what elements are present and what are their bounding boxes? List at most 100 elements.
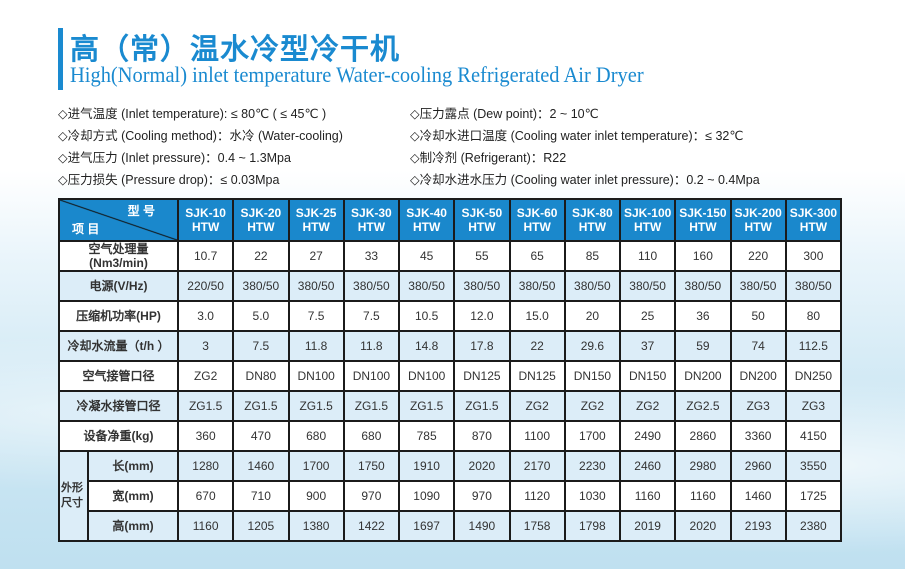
table-cell: DN150 xyxy=(618,360,677,392)
model-header: SJK-20 HTW xyxy=(232,198,290,242)
table-cell: 2020 xyxy=(453,450,511,482)
table-cell: 110 xyxy=(618,240,677,272)
table-cell: DN150 xyxy=(563,360,622,392)
table-row: 高(mm) 1160 1205 1380 1422 1697 1490 1758 1798 201… xyxy=(59,510,843,542)
table-cell: ZG1.5 xyxy=(287,390,345,422)
table-cell: 37 xyxy=(618,330,677,362)
model-header: SJK-10 HTW xyxy=(176,198,235,242)
model-name: SJK-25 xyxy=(295,206,337,220)
table-cell: 7.5 xyxy=(287,300,345,332)
table-cell: 1100 xyxy=(508,420,566,452)
table-cell: 680 xyxy=(342,420,401,452)
table-cell: DN125 xyxy=(508,360,566,392)
spec-table: 型 号 项 目 SJK-10 HTW SJK-20 HTW SJK-25 HTW SJK-3… xyxy=(58,198,843,542)
table-cell: 2860 xyxy=(674,420,732,452)
table-cell: 1798 xyxy=(563,510,622,542)
spec-cooling-method: ◇冷却方式 (Cooling method)：水冷 (Water-cooling… xyxy=(58,129,343,143)
corner-model-label: 型 号 xyxy=(127,204,155,218)
table-cell: 710 xyxy=(232,480,290,512)
model-header: SJK-25 HTW xyxy=(287,198,345,242)
table-cell: 1280 xyxy=(176,450,235,482)
table-cell: ZG2 xyxy=(618,390,677,422)
model-name: SJK-80 xyxy=(572,206,613,220)
table-cell: 970 xyxy=(342,480,401,512)
model-header: SJK-40 HTW xyxy=(397,198,456,242)
model-suffix: HTW xyxy=(633,220,662,234)
model-name: SJK-50 xyxy=(461,206,503,220)
table-cell: 1380 xyxy=(287,510,345,542)
table-cell: 380/50 xyxy=(618,270,677,302)
table-cell: 220/50 xyxy=(176,270,235,302)
table-cell: 20 xyxy=(563,300,622,332)
row-label: 空气接管口径 xyxy=(58,360,179,392)
table-cell: 74 xyxy=(729,330,787,362)
table-cell: 36 xyxy=(674,300,732,332)
table-row: 设备净重(kg) 360 470 680 680 785 870 1100 1700 2490 28… xyxy=(58,420,843,452)
table-cell: 2460 xyxy=(618,450,677,482)
table-cell: ZG1.5 xyxy=(453,390,511,422)
table-cell: 25 xyxy=(618,300,677,332)
table-cell: 2490 xyxy=(618,420,677,452)
table-cell: 29.6 xyxy=(563,330,622,362)
table-cell: ZG1.5 xyxy=(342,390,401,422)
page-title: 高（常）温水冷型冷干机 xyxy=(70,32,401,66)
table-cell: 2980 xyxy=(674,450,732,482)
spec-inlet-pressure: ◇进气压力 (Inlet pressure)：0.4 ~ 1.3Mpa xyxy=(58,151,291,165)
table-cell: 380/50 xyxy=(508,270,566,302)
table-cell: DN250 xyxy=(784,360,843,392)
model-suffix: HTW xyxy=(523,220,551,234)
page-subtitle: High(Normal) inlet temperature Water-coo… xyxy=(70,62,644,87)
table-cell: ZG1.5 xyxy=(176,390,235,422)
table-cell: ZG1.5 xyxy=(397,390,456,422)
table-cell: 380/50 xyxy=(342,270,401,302)
model-name: SJK-200 xyxy=(734,206,782,220)
spec-pressure-drop: ◇压力损失 (Pressure drop)：≤ 0.03Mpa xyxy=(58,173,280,187)
row-label: 冷却水流量（t/h ） xyxy=(58,330,179,362)
table-corner-header: 型 号 项 目 xyxy=(58,198,179,242)
table-cell: 1422 xyxy=(342,510,401,542)
model-suffix: HTW xyxy=(302,220,330,234)
table-cell: 380/50 xyxy=(397,270,456,302)
table-cell: 59 xyxy=(674,330,732,362)
model-name: SJK-150 xyxy=(679,206,727,220)
spec-inlet-temperature: ◇进气温度 (Inlet temperature): ≤ 80℃ ( ≤ 45℃… xyxy=(58,107,327,121)
row-label: 电源(V/Hz) xyxy=(58,270,179,302)
table-cell: 11.8 xyxy=(287,330,345,362)
model-name: SJK-10 xyxy=(185,206,226,220)
table-cell: 470 xyxy=(232,420,290,452)
row-label: 高(mm) xyxy=(87,510,179,542)
table-cell: 22 xyxy=(508,330,566,362)
table-cell: 1700 xyxy=(563,420,622,452)
table-cell: 10.5 xyxy=(397,300,456,332)
model-header: SJK-30 HTW xyxy=(342,198,401,242)
row-label: 宽(mm) xyxy=(87,480,179,512)
model-suffix: HTW xyxy=(799,220,828,234)
table-cell: 785 xyxy=(397,420,456,452)
model-suffix: HTW xyxy=(412,220,441,234)
model-header: SJK-100 HTW xyxy=(618,198,677,242)
table-cell: 380/50 xyxy=(784,270,843,302)
table-cell: 1460 xyxy=(729,480,787,512)
table-cell: DN100 xyxy=(287,360,345,392)
table-cell: 1725 xyxy=(784,480,843,512)
table-cell: DN100 xyxy=(397,360,456,392)
row-label: 冷凝水接管口径 xyxy=(58,390,179,422)
table-cell: 22 xyxy=(232,240,290,272)
table-cell: ZG3 xyxy=(729,390,787,422)
row-label: 空气处理量 (Nm3/min) xyxy=(58,240,179,272)
table-cell: 12.0 xyxy=(453,300,511,332)
table-cell: 1120 xyxy=(508,480,566,512)
table-cell: 1750 xyxy=(342,450,401,482)
model-suffix: HTW xyxy=(744,220,772,234)
model-name: SJK-100 xyxy=(623,206,672,220)
table-cell: 10.7 xyxy=(176,240,235,272)
corner-item-label: 项 目 xyxy=(72,222,100,236)
spec-refrigerant: ◇制冷剂 (Refrigerant)：R22 xyxy=(410,151,567,165)
table-cell: 5.0 xyxy=(232,300,290,332)
model-suffix: HTW xyxy=(578,220,607,234)
table-cell: 380/50 xyxy=(674,270,732,302)
table-cell: DN200 xyxy=(729,360,787,392)
table-cell: 4150 xyxy=(784,420,843,452)
table-cell: 900 xyxy=(287,480,345,512)
table-cell: ZG1.5 xyxy=(232,390,290,422)
